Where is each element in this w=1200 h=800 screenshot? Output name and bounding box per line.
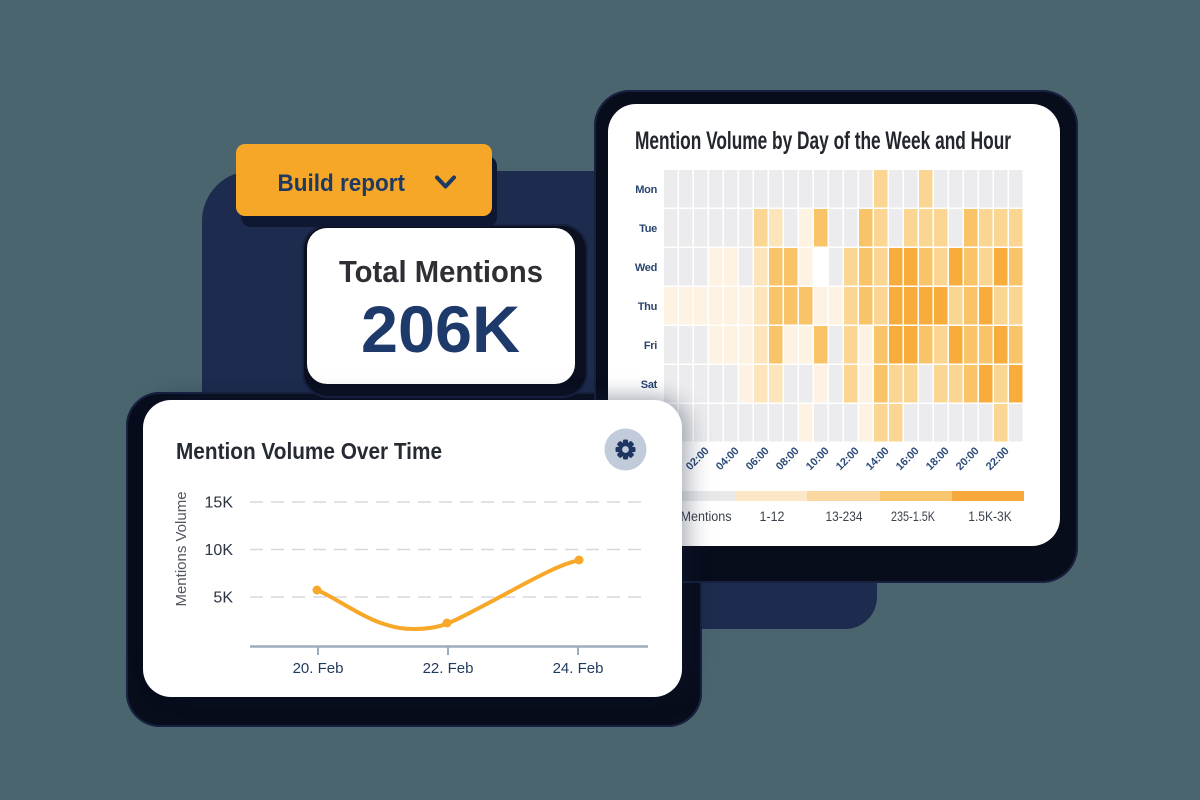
svg-text:Tue: Tue (639, 223, 657, 235)
svg-text:20:00: 20:00 (954, 445, 982, 473)
svg-text:04:00: 04:00 (714, 445, 742, 473)
svg-text:Total Mentions: Total Mentions (339, 254, 543, 289)
svg-text:5K: 5K (213, 590, 233, 607)
svg-text:15K: 15K (205, 495, 234, 512)
svg-text:22:00: 22:00 (984, 445, 1012, 473)
svg-text:1-12: 1-12 (760, 509, 785, 524)
svg-text:Sat: Sat (641, 379, 658, 391)
svg-text:Wed: Wed (635, 262, 657, 274)
svg-text:16:00: 16:00 (894, 445, 922, 473)
svg-text:12:00: 12:00 (834, 445, 862, 473)
svg-text:Mon: Mon (635, 184, 657, 196)
svg-text:02:00: 02:00 (684, 445, 712, 473)
svg-text:22. Feb: 22. Feb (423, 660, 474, 677)
svg-text:Mentions: Mentions (681, 509, 732, 524)
svg-text:Thu: Thu (638, 301, 657, 313)
svg-text:Mention Volume Over Time: Mention Volume Over Time (176, 438, 442, 464)
svg-text:206K: 206K (361, 292, 520, 366)
svg-text:10K: 10K (205, 542, 234, 559)
svg-text:14:00: 14:00 (864, 445, 892, 473)
svg-text:08:00: 08:00 (774, 445, 802, 473)
svg-text:20. Feb: 20. Feb (293, 660, 344, 677)
svg-text:Fri: Fri (644, 340, 657, 352)
svg-text:10:00: 10:00 (804, 445, 832, 473)
svg-text:06:00: 06:00 (744, 445, 772, 473)
svg-text:Mention Volume by Day of the W: Mention Volume by Day of the Week and Ho… (635, 127, 1011, 155)
svg-text:Build report: Build report (278, 170, 406, 197)
svg-text:Mentions Volume: Mentions Volume (173, 491, 190, 606)
svg-text:18:00: 18:00 (924, 445, 952, 473)
svg-text:235-1.5K: 235-1.5K (891, 509, 935, 524)
svg-text:24. Feb: 24. Feb (553, 660, 604, 677)
svg-text:1.5K-3K: 1.5K-3K (968, 509, 1012, 524)
svg-text:13-234: 13-234 (826, 509, 863, 524)
